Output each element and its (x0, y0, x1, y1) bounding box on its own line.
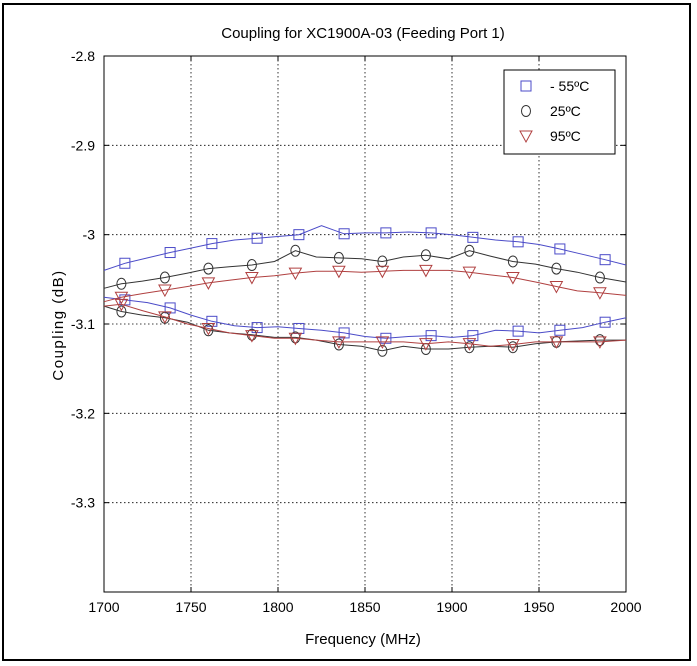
data-point-circle (333, 338, 344, 351)
data-point-square (338, 228, 350, 240)
legend: - 55ºC 25ºC 95ºC (503, 69, 616, 155)
data-point-circle (464, 244, 475, 257)
data-point-triangle (375, 336, 390, 349)
grid (104, 56, 626, 592)
data-point-triangle (158, 284, 172, 298)
data-point-square (293, 229, 305, 241)
data-point-square (554, 324, 566, 336)
data-point-circle (290, 244, 301, 257)
series-line-lower (103, 296, 627, 339)
data-point-square (380, 227, 392, 239)
data-point-triangle (375, 265, 390, 279)
x-tick-label: 1700 (88, 599, 119, 615)
y-tick-label: -3 (83, 227, 96, 243)
series-layer (103, 225, 627, 357)
data-point-circle (594, 271, 605, 284)
data-point-triangle (549, 280, 564, 294)
data-point-square (251, 232, 263, 244)
data-point-triangle (593, 287, 607, 300)
data-point-circle (246, 259, 257, 272)
series-line-upper (103, 250, 627, 289)
legend-label: 25ºC (550, 103, 581, 119)
data-point-square (599, 316, 611, 328)
data-point-triangle (158, 311, 172, 324)
data-point-square (425, 227, 437, 239)
data-point-square (119, 257, 131, 269)
x-tick-label: 1750 (175, 599, 206, 615)
data-point-circle (116, 305, 127, 318)
data-point-square (554, 243, 566, 255)
data-point-square (164, 247, 176, 259)
data-point-triangle (462, 266, 477, 280)
y-tick-label: -3.1 (71, 316, 95, 332)
data-point-circle (203, 324, 214, 337)
legend-marker-circle (521, 105, 531, 117)
data-point-triangle (549, 336, 564, 349)
data-point-triangle (245, 272, 259, 285)
x-axis-label: Frequency (MHz) (305, 631, 421, 648)
series-line-upper (103, 269, 627, 303)
data-point-square (512, 325, 524, 337)
series-square (103, 225, 627, 344)
y-tick-label: -2.8 (71, 48, 95, 64)
data-point-triangle (332, 265, 346, 279)
series-line-lower (103, 303, 627, 347)
x-tick-label: 1950 (523, 599, 554, 615)
data-point-circle (507, 341, 518, 354)
legend-marker-square (520, 80, 532, 92)
x-axis-ticks: 1700 1750 1800 1850 1900 1950 2000 (88, 56, 642, 615)
data-point-square (467, 231, 479, 243)
data-point-circle (333, 251, 344, 264)
series-line-upper (103, 225, 627, 271)
y-tick-label: -2.9 (71, 137, 95, 153)
data-point-triangle (419, 264, 433, 278)
data-point-triangle (245, 330, 259, 343)
legend-label: - 55ºC (550, 78, 589, 94)
data-point-square (599, 254, 611, 266)
data-point-circle (116, 277, 127, 290)
data-point-circle (159, 271, 170, 284)
data-point-circle (551, 262, 562, 275)
data-point-triangle (419, 338, 433, 351)
legend-label: 95ºC (550, 128, 581, 144)
data-point-circle (290, 331, 301, 344)
data-point-triangle (593, 336, 607, 349)
x-tick-label: 2000 (610, 599, 641, 615)
data-point-circle (507, 255, 518, 268)
y-tick-label: -3.2 (71, 405, 95, 421)
data-point-circle (377, 255, 388, 268)
data-point-square (380, 332, 392, 344)
data-point-circle (203, 262, 214, 275)
series-triangle (103, 264, 627, 352)
data-point-triangle (201, 322, 216, 336)
legend-marker-triangle (519, 130, 533, 144)
data-point-triangle (462, 338, 477, 351)
data-point-square (512, 236, 524, 248)
x-tick-label: 1900 (436, 599, 467, 615)
x-tick-label: 1850 (349, 599, 380, 615)
y-axis-label: Coupling (dB) (50, 269, 67, 380)
data-point-triangle (506, 339, 520, 352)
data-point-triangle (114, 298, 129, 312)
y-tick-label: -3.3 (71, 495, 95, 511)
x-tick-label: 1800 (262, 599, 293, 615)
series-circle (103, 244, 627, 357)
data-point-triangle (332, 336, 346, 349)
data-point-triangle (288, 267, 303, 281)
data-point-triangle (288, 332, 303, 346)
data-point-square (467, 330, 479, 342)
data-point-circle (464, 341, 475, 354)
data-point-square (206, 238, 218, 250)
y-axis-ticks: -2.8 -2.9 -3 -3.1 -3.2 -3.3 (71, 48, 626, 511)
series-line-lower (103, 305, 626, 352)
chart-title: Coupling for XC1900A-03 (Feeding Port 1) (221, 25, 505, 42)
data-point-circle (420, 249, 431, 262)
data-point-circle (377, 344, 388, 357)
legend-box (503, 69, 616, 155)
data-point-triangle (114, 291, 129, 305)
data-point-triangle (201, 277, 216, 290)
data-point-triangle (506, 272, 520, 285)
